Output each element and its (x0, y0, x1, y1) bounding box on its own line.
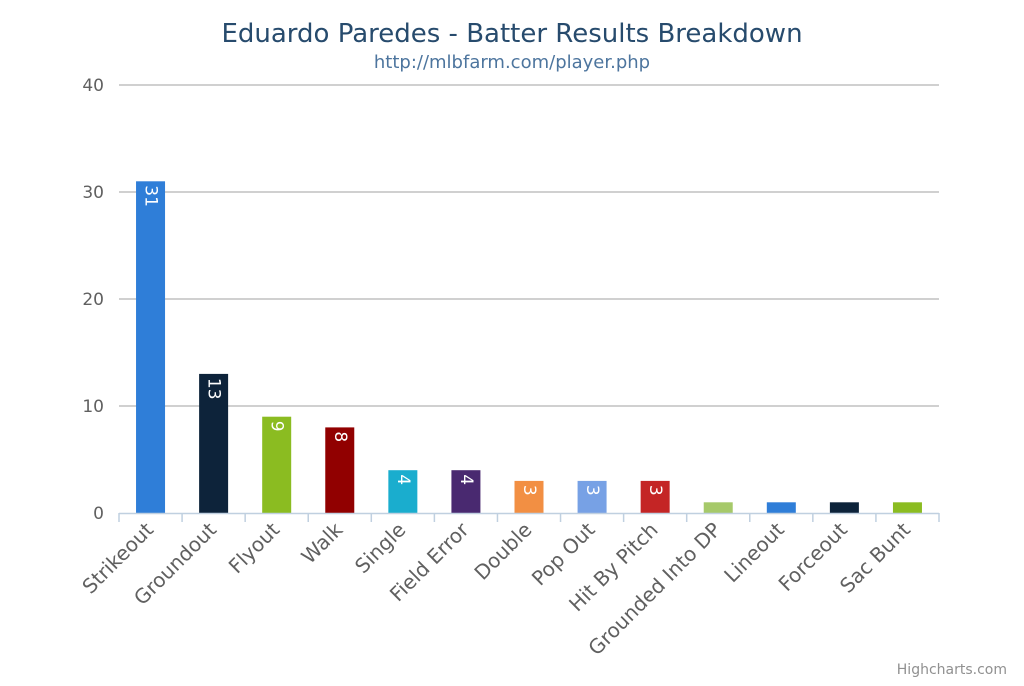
bars (136, 181, 922, 514)
data-label: 4 (393, 474, 413, 485)
data-labels: 31 13 9 8 4 4 3 3 3 (141, 185, 666, 495)
x-tick-label: Double (469, 518, 536, 585)
x-tick-label: Sac Bunt (835, 517, 915, 597)
credits-link[interactable]: Highcharts.com (897, 662, 1007, 678)
data-label: 8 (330, 431, 350, 442)
data-label: 3 (645, 485, 665, 496)
data-label: 31 (141, 185, 161, 207)
bar[interactable] (640, 480, 670, 513)
x-axis (118, 512, 940, 522)
data-label: 3 (582, 485, 602, 496)
y-tick-label: 40 (82, 76, 104, 96)
chart-title: Eduardo Paredes - Batter Results Breakdo… (221, 19, 802, 49)
gridlines (119, 84, 939, 407)
bar[interactable] (577, 480, 607, 513)
y-axis-ticks: 0 10 20 30 40 (82, 76, 104, 524)
bar[interactable] (703, 502, 733, 513)
bar[interactable] (199, 373, 229, 513)
bar[interactable] (766, 502, 796, 513)
y-tick-label: 30 (82, 183, 104, 203)
chart-subtitle[interactable]: http://mlbfarm.com/player.php (374, 52, 650, 73)
bar[interactable] (136, 181, 166, 514)
bar[interactable] (325, 427, 355, 513)
data-label: 9 (267, 421, 287, 432)
bar[interactable] (451, 470, 481, 513)
data-label: 3 (519, 485, 539, 496)
bar[interactable] (388, 470, 418, 513)
x-tick-label: Flyout (224, 517, 285, 578)
bar[interactable] (262, 416, 292, 513)
data-label: 13 (204, 378, 224, 400)
y-tick-label: 0 (93, 504, 104, 524)
x-tick-label: Single (350, 518, 410, 578)
bar[interactable] (829, 502, 859, 513)
y-tick-label: 10 (82, 397, 104, 417)
x-tick-label: Walk (296, 517, 347, 568)
data-label: 4 (456, 474, 476, 485)
bar[interactable] (514, 480, 544, 513)
bar[interactable] (892, 502, 922, 513)
y-tick-label: 20 (82, 290, 104, 310)
